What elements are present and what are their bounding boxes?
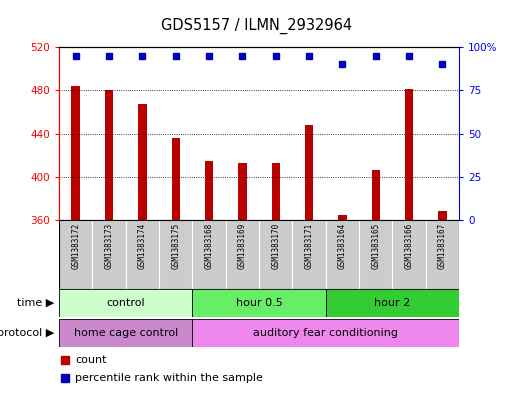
- Text: GSM1383166: GSM1383166: [405, 223, 413, 269]
- Bar: [105, 90, 113, 220]
- Bar: [338, 215, 347, 220]
- Bar: [159, 220, 192, 289]
- Bar: [271, 163, 280, 220]
- Bar: [259, 220, 292, 289]
- Bar: [192, 289, 326, 317]
- Text: GSM1383167: GSM1383167: [438, 223, 447, 269]
- Bar: [192, 220, 226, 289]
- Text: auditory fear conditioning: auditory fear conditioning: [253, 328, 398, 338]
- Bar: [59, 319, 192, 347]
- Bar: [71, 86, 80, 220]
- Text: GSM1383171: GSM1383171: [305, 223, 313, 269]
- Text: GSM1383169: GSM1383169: [238, 223, 247, 269]
- Text: control: control: [106, 298, 145, 308]
- Text: hour 0.5: hour 0.5: [235, 298, 283, 308]
- Bar: [59, 220, 92, 289]
- Bar: [371, 171, 380, 220]
- Bar: [426, 220, 459, 289]
- Text: GSM1383172: GSM1383172: [71, 223, 80, 269]
- Bar: [438, 211, 447, 220]
- Bar: [192, 319, 459, 347]
- Bar: [92, 220, 126, 289]
- Text: GSM1383173: GSM1383173: [105, 223, 113, 269]
- Bar: [126, 220, 159, 289]
- Text: time ▶: time ▶: [16, 298, 54, 308]
- Text: GSM1383175: GSM1383175: [171, 223, 180, 269]
- Text: hour 2: hour 2: [374, 298, 410, 308]
- Bar: [59, 289, 192, 317]
- Text: protocol ▶: protocol ▶: [0, 328, 54, 338]
- Bar: [226, 220, 259, 289]
- Text: GSM1383164: GSM1383164: [338, 223, 347, 269]
- Bar: [326, 220, 359, 289]
- Text: percentile rank within the sample: percentile rank within the sample: [75, 373, 263, 383]
- Bar: [305, 125, 313, 220]
- Bar: [359, 220, 392, 289]
- Text: GDS5157 / ILMN_2932964: GDS5157 / ILMN_2932964: [161, 18, 352, 34]
- Bar: [326, 289, 459, 317]
- Bar: [205, 161, 213, 220]
- Text: home cage control: home cage control: [73, 328, 178, 338]
- Bar: [138, 105, 147, 220]
- Bar: [405, 89, 413, 220]
- Bar: [238, 163, 247, 220]
- Text: GSM1383165: GSM1383165: [371, 223, 380, 269]
- Text: count: count: [75, 355, 107, 365]
- Bar: [392, 220, 426, 289]
- Text: GSM1383170: GSM1383170: [271, 223, 280, 269]
- Text: GSM1383174: GSM1383174: [138, 223, 147, 269]
- Text: GSM1383168: GSM1383168: [205, 223, 213, 269]
- Bar: [171, 138, 180, 220]
- Bar: [292, 220, 326, 289]
